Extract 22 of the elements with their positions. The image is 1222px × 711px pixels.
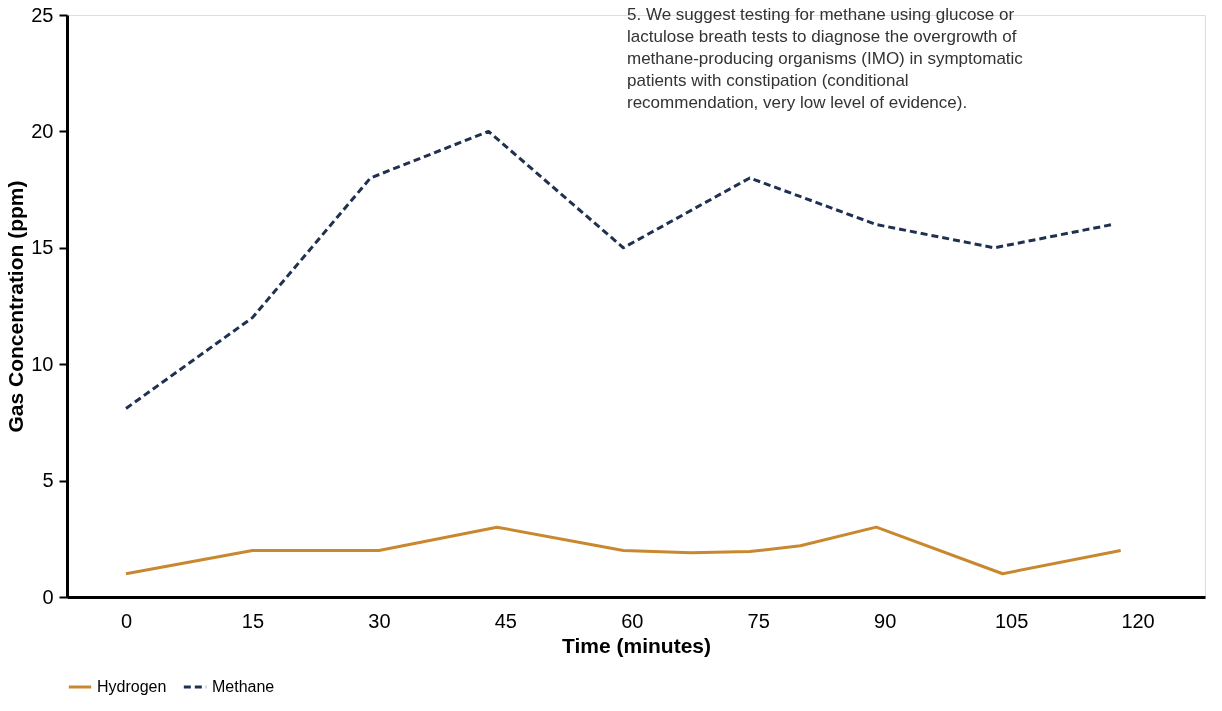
x-tick-label: 120	[1121, 609, 1155, 632]
legend-label: Methane	[212, 678, 275, 695]
x-tick-label: 45	[494, 609, 517, 632]
x-tick-label: 105	[994, 609, 1029, 632]
x-tick-label: 90	[874, 609, 897, 632]
x-tick-label: 60	[621, 609, 644, 632]
x-axis-title: Time (minutes)	[562, 633, 711, 657]
y-tick-label: 5	[42, 469, 54, 492]
annotation: 5. We suggest testing for methane using glucose or lactulose breath tests to diagnose the overgrowth of methane-producing organisms (IMO) in symptomatic patients with constipation (conditional recommendation, very low level of evidence).	[627, 5, 1024, 112]
y-axis-title: Gas Concentration (ppm)	[4, 180, 28, 433]
x-tick-label: 75	[747, 609, 770, 632]
y-tick-label: 10	[31, 352, 54, 375]
line-series	[124, 129, 1114, 410]
x-tick-label: 15	[241, 609, 265, 632]
y-tick-label: 0	[42, 585, 54, 608]
y-tick-label: 20	[31, 119, 54, 142]
x-tick-label: 30	[368, 609, 391, 632]
legend-label: Hydrogen	[97, 678, 167, 695]
y-tick-label: 15	[31, 236, 54, 259]
line-series	[124, 525, 1123, 576]
x-tick-label: 0	[120, 609, 133, 632]
y-tick-label: 25	[31, 3, 54, 26]
